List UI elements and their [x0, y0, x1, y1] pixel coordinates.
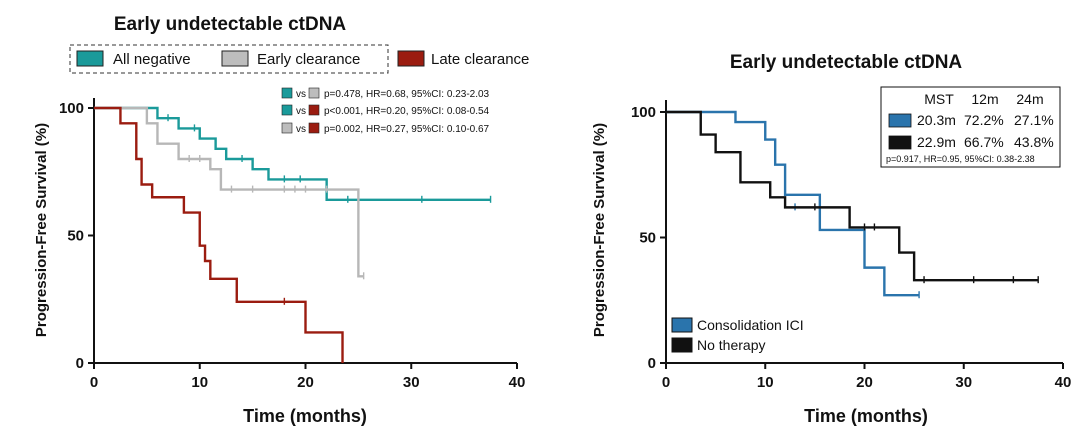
table-row1-24m: 27.1%: [1014, 112, 1054, 128]
left-curve-late-clearance: [94, 106, 344, 363]
comp3-vs: vs: [296, 124, 306, 135]
legend-label-late-clearance: Late clearance: [431, 51, 529, 68]
right-x-tick-label-0: 0: [662, 374, 670, 391]
table-header-12m: 12m: [971, 91, 998, 107]
legend-label-early-clearance: Early clearance: [257, 51, 360, 68]
table-row1-mst: 20.3m: [917, 112, 956, 128]
right-chart-title: Early undetectable ctDNA: [730, 52, 963, 73]
right-chart: Early undetectable ctDNA 0 10 20 30 40 0 50 100…: [591, 52, 1071, 426]
left-curve-all-negative: [94, 106, 491, 201]
left-chart: Early undetectable ctDNA All negative Ea…: [33, 14, 529, 426]
table-header-24m: 24m: [1016, 91, 1043, 107]
left-curve-early-clearance: [94, 106, 364, 278]
comp1-swatch-a: [281, 87, 293, 99]
comp2-swatch-b: [308, 104, 320, 116]
comp3-text: p=0.002, HR=0.27, 95%CI: 0.10-0.67: [324, 124, 490, 135]
right-x-tick-label-2: 20: [856, 374, 873, 391]
left-x-tick-label-3: 30: [403, 374, 420, 391]
left-x-tick-label-4: 40: [509, 374, 526, 391]
table-row2-12m: 66.7%: [964, 134, 1004, 150]
legend-swatch-early-clearance: [221, 50, 249, 67]
right-curves: [666, 110, 1039, 299]
left-x-axis-title: Time (months): [243, 406, 367, 426]
right-y-tick-label-2: 100: [631, 104, 656, 121]
left-y-tick-label-0: 0: [76, 355, 84, 372]
left-y-axis-title: Progression-Free Survival (%): [33, 123, 50, 337]
left-x-tick-label-2: 20: [297, 374, 314, 391]
right-ticks: 0 10 20 30 40 0 50 100: [631, 104, 1071, 391]
legend-label-no-therapy: No therapy: [697, 337, 765, 353]
comp2-text: p<0.001, HR=0.20, 95%CI: 0.08-0.54: [324, 106, 490, 117]
right-x-tick-label-3: 30: [955, 374, 972, 391]
table-swatch-no-therapy: [888, 135, 912, 150]
comp2-vs: vs: [296, 106, 306, 117]
left-x-tick-label-1: 10: [191, 374, 208, 391]
comp1-vs: vs: [296, 89, 306, 100]
left-x-tick-label-0: 0: [90, 374, 98, 391]
right-curve-no-therapy: [666, 110, 1039, 282]
table-row2-mst: 22.9m: [917, 134, 956, 150]
right-x-axis-title: Time (months): [804, 406, 928, 426]
legend-label-consolidation-ici: Consolidation ICI: [697, 317, 804, 333]
left-legend-frame: [69, 44, 389, 74]
right-y-tick-label-0: 0: [648, 355, 656, 372]
comp1-swatch-b: [308, 87, 320, 99]
legend-swatch-all-negative: [76, 50, 104, 67]
table-header-mst: MST: [924, 91, 954, 107]
legend-swatch-consolidation-ici: [671, 317, 693, 333]
comp1-text: p=0.478, HR=0.68, 95%CI: 0.23-2.03: [324, 89, 490, 100]
left-y-tick-label-1: 50: [67, 228, 84, 245]
comp3-swatch-a: [281, 122, 293, 134]
table-row2-24m: 43.8%: [1014, 134, 1054, 150]
left-ticks: 0 10 20 30 40 0 50 100: [59, 100, 525, 391]
left-curves: [94, 106, 492, 363]
legend-swatch-late-clearance: [397, 50, 425, 67]
stats-table: MST 12m 24m 20.3m 72.2% 27.1% 22.9m 66.7…: [880, 86, 1061, 168]
table-swatch-consolidation: [888, 113, 912, 128]
right-x-tick-label-4: 40: [1055, 374, 1072, 391]
legend-label-all-negative: All negative: [113, 51, 191, 68]
right-y-axis-title: Progression-Free Survival (%): [591, 123, 608, 337]
left-y-tick-label-2: 100: [59, 100, 84, 117]
right-curve-consolidation-ici: [666, 110, 920, 297]
comparisons-box: vs p=0.478, HR=0.68, 95%CI: 0.23-2.03 vs…: [281, 87, 490, 135]
table-stats-text: p=0.917, HR=0.95, 95%CI: 0.38-2.38: [886, 154, 1035, 164]
comp2-swatch-a: [281, 104, 293, 116]
right-y-tick-label-1: 50: [639, 230, 656, 247]
comp3-swatch-b: [308, 122, 320, 134]
left-chart-title: Early undetectable ctDNA: [114, 14, 347, 35]
table-row1-12m: 72.2%: [964, 112, 1004, 128]
right-x-tick-label-1: 10: [757, 374, 774, 391]
legend-swatch-no-therapy: [671, 337, 693, 353]
